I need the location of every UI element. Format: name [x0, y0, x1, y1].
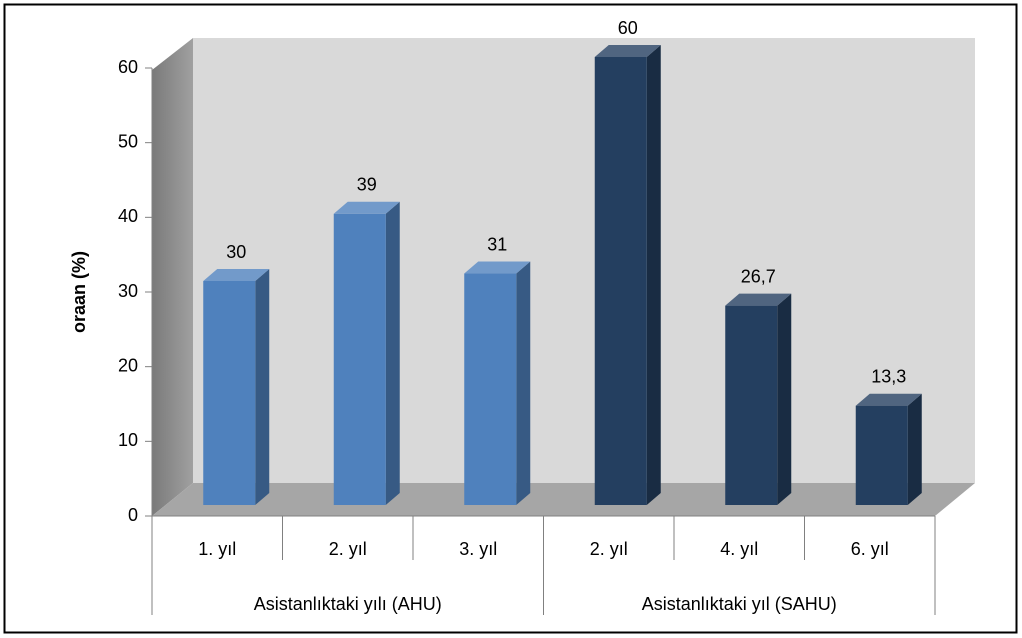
y-tick-label: 10 — [118, 430, 138, 450]
x-tick-label: 1. yıl — [198, 539, 236, 559]
bar-side — [516, 261, 531, 505]
x-tick-label: 4. yıl — [720, 539, 758, 559]
data-label: 13,3 — [871, 366, 906, 386]
bar — [594, 57, 647, 505]
group-label: Asistanlıktaki yılı (AHU) — [254, 594, 442, 614]
y-tick-label: 60 — [118, 57, 138, 77]
group-label: Asistanlıktaki yıl (SAHU) — [642, 594, 837, 614]
y-tick-label: 30 — [118, 281, 138, 301]
data-label: 39 — [357, 175, 377, 195]
bar — [464, 273, 517, 505]
bar-top — [855, 393, 922, 406]
y-axis-label: oraan (%) — [69, 251, 89, 333]
y-tick-label: 50 — [118, 131, 138, 151]
floor — [152, 483, 975, 516]
bar-side — [777, 293, 792, 505]
bar-top — [333, 201, 400, 214]
bar — [203, 281, 256, 505]
bar — [855, 405, 908, 505]
bar-side — [646, 45, 661, 505]
y-tick-label: 20 — [118, 355, 138, 375]
data-label: 60 — [618, 18, 638, 38]
x-tick-label: 2. yıl — [590, 539, 628, 559]
bar-side — [385, 201, 400, 506]
data-label: 30 — [226, 242, 246, 262]
data-label: 31 — [487, 234, 507, 254]
bar-top — [594, 45, 661, 57]
bar-top — [725, 293, 792, 306]
bar — [725, 305, 778, 505]
bar-side — [907, 393, 922, 505]
side-wall — [152, 38, 193, 516]
x-tick-label: 3. yıl — [459, 539, 497, 559]
y-tick-label: 0 — [128, 505, 138, 525]
x-tick-label: 6. yıl — [851, 539, 889, 559]
x-tick-label: 2. yıl — [329, 539, 367, 559]
y-tick-label: 40 — [118, 206, 138, 226]
back-wall — [193, 38, 975, 483]
bar-top — [464, 261, 531, 274]
bar — [333, 213, 386, 506]
bar-side — [255, 269, 270, 505]
data-label: 26,7 — [741, 266, 776, 286]
bar-top — [203, 269, 270, 281]
